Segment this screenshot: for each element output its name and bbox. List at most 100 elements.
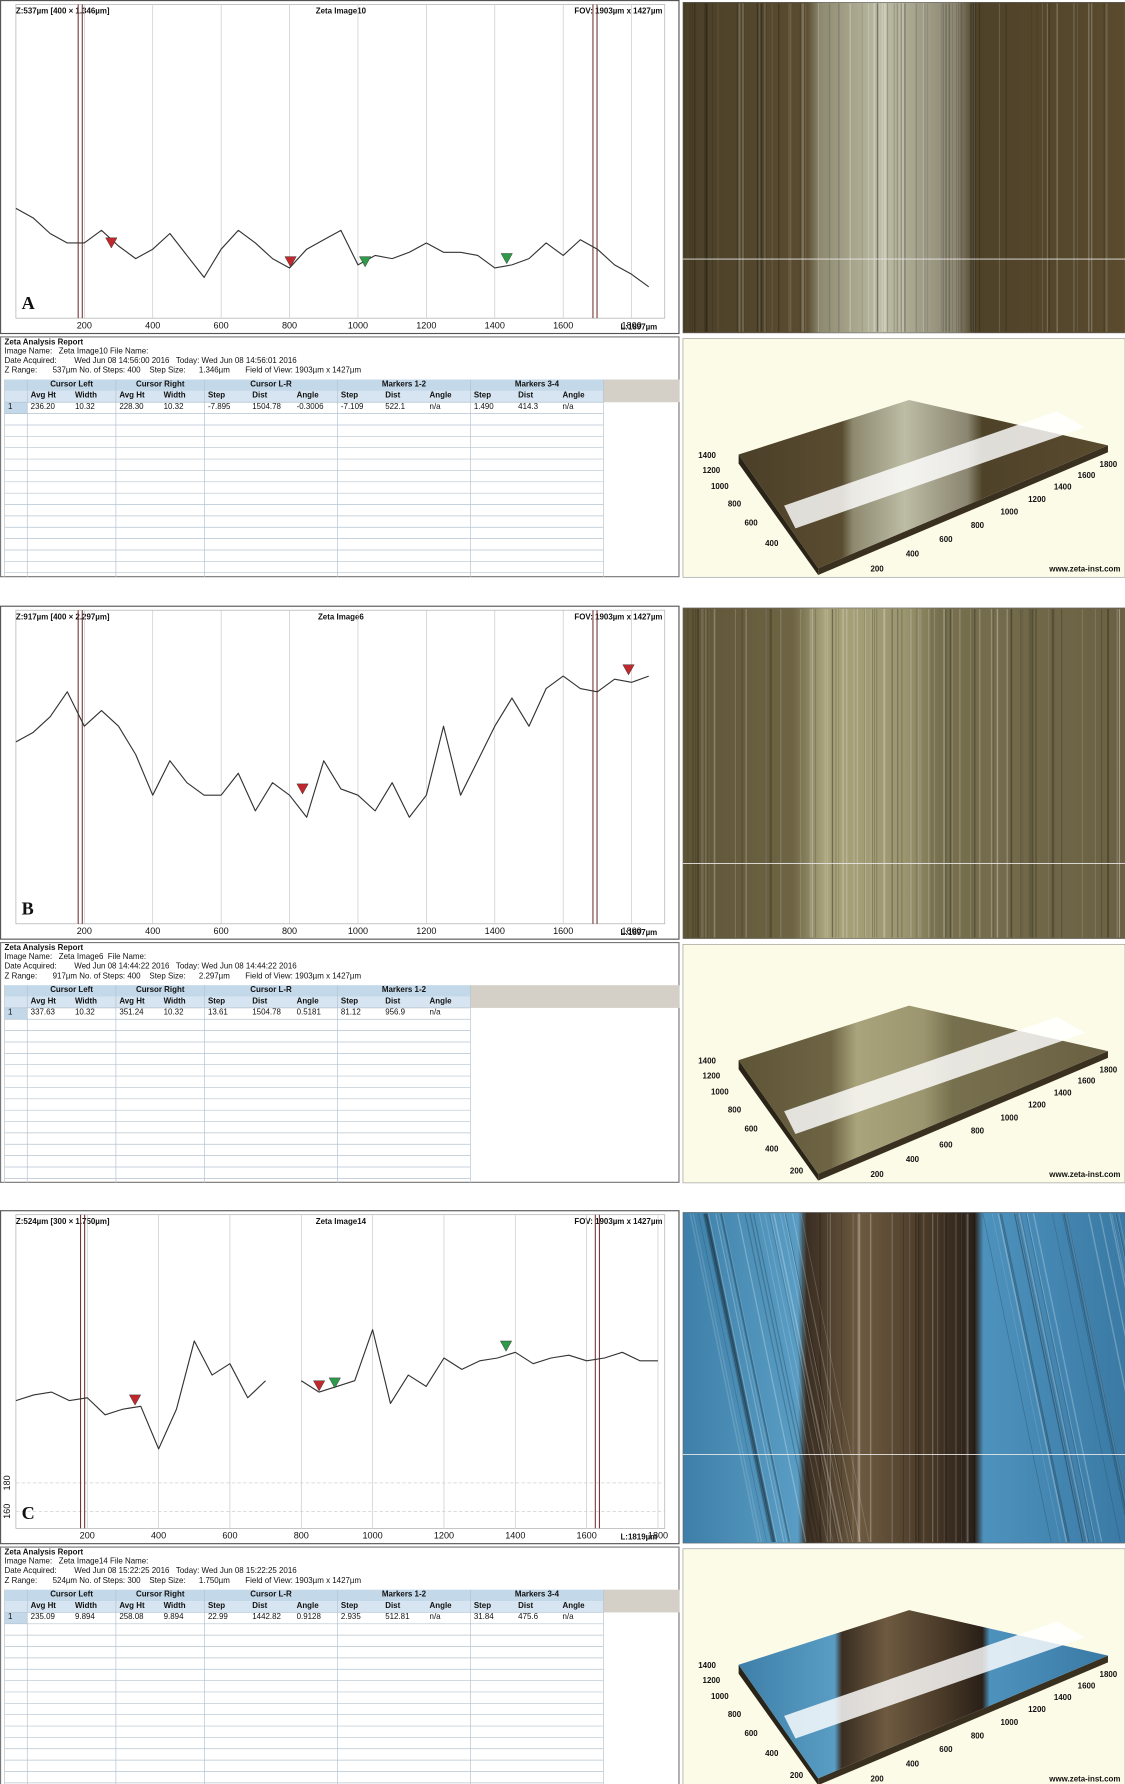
axis-label: 800 <box>971 521 985 530</box>
y-tick-label: 180 <box>2 1475 12 1490</box>
table-cell: 10.32 <box>75 1008 95 1017</box>
column-header: Angle <box>430 996 453 1005</box>
axis-label: 1800 <box>1100 460 1118 469</box>
table-cell: 1504.78 <box>252 1008 281 1017</box>
table-cell: 9.894 <box>164 1612 184 1621</box>
column-header: Angle <box>297 996 320 1005</box>
table-cell: 1504.78 <box>252 402 281 411</box>
axis-label: 400 <box>765 539 779 548</box>
x-tick-label: 200 <box>77 320 92 330</box>
column-header: Angle <box>563 1601 586 1610</box>
credit: www.zeta-inst.com <box>1048 1775 1120 1784</box>
chart-title: Zeta Image14 <box>316 1217 367 1226</box>
axis-label: 200 <box>870 565 884 574</box>
table-cell: 956.9 <box>385 1008 405 1017</box>
axis-label: 1000 <box>1000 1113 1018 1122</box>
group-header: Markers 1-2 <box>382 1590 427 1599</box>
table-cell: 351.24 <box>119 1008 144 1017</box>
panel-label: A <box>22 293 35 313</box>
x-tick-label: 800 <box>282 320 297 330</box>
axis-label: 800 <box>971 1731 985 1740</box>
column-header: Width <box>75 1601 97 1610</box>
axis-label: 1400 <box>698 1057 716 1066</box>
page: Zeta profile reports {"chart_data": [ {"… <box>0 0 1125 1784</box>
column-header: Angle <box>563 391 586 400</box>
header-bg <box>5 380 604 391</box>
micrograph <box>683 608 1125 939</box>
axis-label: 200 <box>790 1166 804 1175</box>
group-header: Cursor Left <box>50 1590 93 1599</box>
report-line: Date Acquired: Wed Jun 08 15:22:25 2016 … <box>5 1566 298 1575</box>
table-cell: 1442.82 <box>252 1612 281 1621</box>
x-tick-label: 400 <box>145 320 160 330</box>
column-header: Step <box>208 391 225 400</box>
x-tick-label: 1200 <box>434 1531 454 1541</box>
group-header: Markers 1-2 <box>382 379 427 388</box>
report-title: Zeta Analysis Report <box>5 1547 84 1556</box>
x-tick-label: 1000 <box>348 926 368 936</box>
table-cell: 1 <box>8 1612 13 1621</box>
column-header: Step <box>208 1601 225 1610</box>
group-header: Markers 1-2 <box>382 985 427 994</box>
table-cell: 10.32 <box>164 402 184 411</box>
x-tick-label: 400 <box>145 926 160 936</box>
table-cell: 512.81 <box>385 1612 410 1621</box>
axis-label: 1000 <box>711 1088 729 1097</box>
axis-label: 1600 <box>1078 471 1096 480</box>
axis-label: 1000 <box>1000 1718 1018 1727</box>
column-header: Dist <box>385 1601 400 1610</box>
table-cell: n/a <box>430 1612 442 1621</box>
axis-label: 800 <box>728 1105 742 1114</box>
header-strip <box>603 1590 679 1613</box>
group-header: Cursor Right <box>136 1590 185 1599</box>
column-header: Width <box>164 391 186 400</box>
column-header: Step <box>474 391 491 400</box>
axis-label: 1200 <box>703 466 721 475</box>
x-tick-label: 200 <box>77 926 92 936</box>
table-cell: n/a <box>430 1008 442 1017</box>
column-header: Dist <box>252 996 267 1005</box>
column-header: Angle <box>297 391 320 400</box>
table-cell: 258.08 <box>119 1612 144 1621</box>
axis-label: 600 <box>744 1729 758 1738</box>
x-tick-label: 1600 <box>553 926 573 936</box>
axis-label: 1800 <box>1100 1066 1118 1075</box>
axis-label: 1200 <box>1028 1705 1046 1714</box>
table-cell: n/a <box>563 1612 575 1621</box>
report-line: Date Acquired: Wed Jun 08 14:56:00 2016 … <box>5 356 298 365</box>
length-label: L:1897µm <box>620 928 657 937</box>
group-header: Cursor Right <box>136 379 185 388</box>
panel-label: B <box>22 899 34 919</box>
x-tick-label: 400 <box>151 1531 166 1541</box>
y-tick-label: 160 <box>2 1504 12 1519</box>
axis-label: 1200 <box>1028 495 1046 504</box>
x-tick-label: 1000 <box>363 1531 383 1541</box>
axis-label: 600 <box>939 1141 953 1150</box>
table-cell: 13.61 <box>208 1008 228 1017</box>
table-cell: 522.1 <box>385 402 405 411</box>
report-line: Z Range: 537µm No. of Steps: 400 Step Si… <box>5 366 362 375</box>
axis-label: 400 <box>906 550 920 559</box>
table-cell: 1 <box>8 1008 13 1017</box>
axis-label: 1800 <box>1100 1670 1118 1679</box>
column-header: Step <box>474 1601 491 1610</box>
micrograph <box>683 2 1125 333</box>
table-cell: -7.895 <box>208 402 231 411</box>
fov-label: FOV: 1903µm x 1427µm <box>574 612 662 621</box>
group-header: Cursor Right <box>136 985 185 994</box>
axis-label: 1400 <box>1054 1088 1072 1097</box>
header-strip <box>603 380 679 403</box>
axis-label: 600 <box>744 1124 758 1133</box>
column-header: Dist <box>385 391 400 400</box>
axis-label: 400 <box>765 1749 779 1758</box>
group-header: Cursor L-R <box>250 985 292 994</box>
axis-label: 1400 <box>1054 1693 1072 1702</box>
column-header: Avg Ht <box>119 1601 145 1610</box>
length-label: L:1819µm <box>620 1533 657 1542</box>
column-header: Width <box>164 1601 186 1610</box>
group-header: Cursor Left <box>50 985 93 994</box>
table-cell: 10.32 <box>164 1008 184 1017</box>
x-tick-label: 800 <box>294 1531 309 1541</box>
axis-label: 400 <box>906 1760 920 1769</box>
